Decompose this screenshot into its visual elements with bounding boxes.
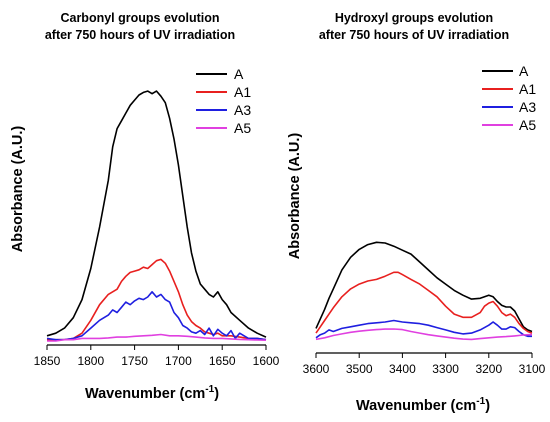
hydroxyl-legend-label-a3: A3 [519, 99, 536, 115]
hydroxyl-x-tick-label-3400: 3400 [389, 362, 416, 376]
hydroxyl-title-line-2: after 750 hours of UV irradiation [319, 28, 509, 42]
hydroxyl-x-tick-label-3600: 3600 [303, 362, 330, 376]
hydroxyl-x-tick-label-3100: 3100 [519, 362, 546, 376]
hydroxyl-series-line-a [315, 241, 533, 333]
carbonyl-series-line-a3 [46, 291, 267, 341]
carbonyl-x-axis-title-main: Wavenumber (cm [85, 386, 205, 402]
carbonyl-series-group [46, 90, 267, 342]
hydroxyl-x-axis-title-close: ) [485, 398, 490, 414]
hydroxyl-x-tick-label-3200: 3200 [475, 362, 502, 376]
carbonyl-x-axis-title: Wavenumber (cm-1) [85, 384, 219, 402]
carbonyl-x-ticks: 1850 1800 1750 1700 1650 1600 [34, 345, 280, 368]
carbonyl-y-axis-title: Absorbance (A.U.) [10, 126, 26, 253]
carbonyl-legend: A A1 A3 A5 [196, 66, 251, 136]
hydroxyl-legend-label-a5: A5 [519, 117, 536, 133]
carbonyl-legend-label-a: A [234, 66, 244, 82]
carbonyl-legend-label-a3: A3 [234, 102, 251, 118]
carbonyl-x-tick-label-1800: 1800 [77, 354, 104, 368]
carbonyl-series-line-a5 [47, 333, 267, 342]
carbonyl-series-line-a1 [47, 258, 267, 341]
carbonyl-x-tick-label-1750: 1750 [121, 354, 148, 368]
carbonyl-x-tick-label-1600: 1600 [253, 354, 280, 368]
hydroxyl-y-axis-title: Absorbance (A.U.) [287, 133, 303, 260]
carbonyl-x-tick-label-1850: 1850 [34, 354, 61, 368]
carbonyl-title-line-2: after 750 hours of UV irradiation [45, 28, 235, 42]
carbonyl-x-axis-title-superscript: -1 [205, 384, 214, 395]
carbonyl-plot-area: 1850 1800 1750 1700 1650 1600 [34, 90, 280, 368]
carbonyl-x-axis-title-close: ) [214, 386, 219, 402]
carbonyl-title-line-1: Carbonyl groups evolution [60, 11, 219, 25]
hydroxyl-x-tick-label-3500: 3500 [346, 362, 373, 376]
hydroxyl-x-axis-title-superscript: -1 [476, 396, 485, 407]
carbonyl-series-line-a [46, 90, 267, 338]
hydroxyl-series-line-a5 [315, 328, 533, 341]
hydroxyl-legend-label-a1: A1 [519, 81, 536, 97]
hydroxyl-series-line-a3 [315, 319, 532, 339]
hydroxyl-title-line-1: Hydroxyl groups evolution [335, 11, 493, 25]
carbonyl-legend-label-a1: A1 [234, 84, 251, 100]
hydroxyl-x-ticks: 3600 3500 3400 3300 3200 3100 [303, 353, 546, 376]
carbonyl-x-tick-label-1650: 1650 [209, 354, 236, 368]
hydroxyl-chart: Hydroxyl groups evolution after 750 hour… [287, 11, 546, 414]
hydroxyl-x-tick-label-3300: 3300 [432, 362, 459, 376]
hydroxyl-legend-label-a: A [519, 63, 529, 79]
hydroxyl-plot-area: 3600 3500 3400 3300 3200 3100 [303, 241, 546, 376]
carbonyl-x-tick-label-1700: 1700 [165, 354, 192, 368]
hydroxyl-series-line-a1 [315, 271, 533, 334]
hydroxyl-legend: A A1 A3 A5 [482, 63, 536, 133]
carbonyl-legend-label-a5: A5 [234, 120, 251, 136]
carbonyl-chart: Carbonyl groups evolution after 750 hour… [10, 11, 280, 402]
hydroxyl-x-axis-title-main: Wavenumber (cm [356, 398, 476, 414]
hydroxyl-series-group [315, 241, 533, 341]
hydroxyl-x-axis-title: Wavenumber (cm-1) [356, 396, 490, 414]
